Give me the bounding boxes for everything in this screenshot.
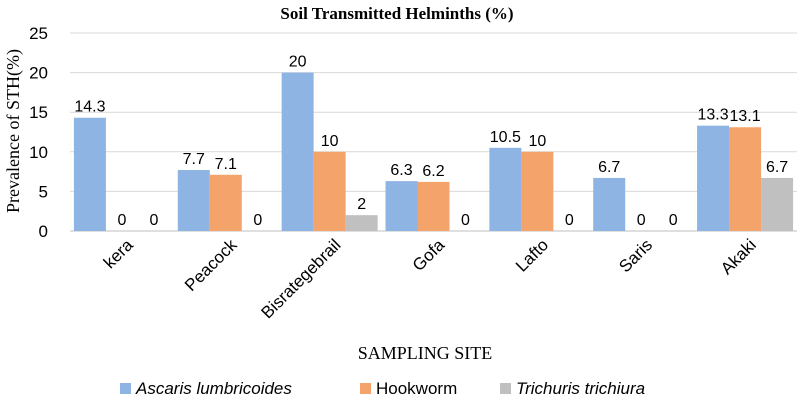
y-tick-label: 0 — [39, 222, 48, 241]
data-label: 0 — [253, 212, 262, 229]
bar — [593, 177, 626, 231]
bar — [417, 181, 450, 231]
x-tick-label: Peacock — [181, 235, 241, 295]
data-label: 6.7 — [766, 159, 788, 176]
data-label: 13.3 — [698, 107, 729, 124]
data-label: 0 — [637, 212, 646, 229]
data-label: 14.3 — [74, 99, 105, 116]
data-label: 7.7 — [183, 151, 205, 168]
legend-label: Ascaris lumbricoides — [135, 379, 292, 398]
data-label: 0 — [461, 212, 470, 229]
data-label: 0 — [669, 212, 678, 229]
x-tick-label: Lafto — [512, 235, 552, 275]
bar — [345, 215, 378, 231]
data-label: 20 — [289, 54, 307, 71]
x-tick-label: kera — [100, 235, 137, 272]
legend-swatch — [500, 383, 511, 394]
bar — [521, 151, 554, 231]
data-labels: 14.37.7206.310.56.713.307.1106.210013.10… — [74, 54, 788, 229]
y-tick-label: 15 — [29, 103, 48, 122]
data-label: 0 — [117, 212, 126, 229]
data-label: 6.3 — [390, 162, 412, 179]
y-axis-label: Prevalence of STH(%) — [3, 49, 24, 213]
data-label: 6.7 — [598, 159, 620, 176]
bar — [385, 181, 418, 231]
x-tick-label: Akaki — [717, 235, 760, 278]
legend-swatch — [360, 383, 371, 394]
x-tick-label: Saris — [615, 235, 656, 276]
data-label: 7.1 — [215, 156, 237, 173]
data-label: 10 — [528, 133, 546, 150]
x-axis-label: SAMPLING SITE — [358, 343, 493, 363]
bar — [761, 177, 794, 231]
data-label: 13.1 — [730, 108, 761, 125]
data-label: 2 — [357, 196, 366, 213]
bar — [73, 117, 106, 231]
y-tick-label: 5 — [39, 182, 48, 201]
bar — [729, 127, 762, 231]
bar — [177, 170, 210, 231]
chart-title: Soil Transmitted Helminths (%) — [280, 4, 513, 23]
x-tick-label: Bisrategebrail — [258, 235, 345, 322]
legend-label: Trichuris trichiura — [516, 379, 645, 398]
x-tick-labels: kera Peacock Bisrategebrail Gofa Lafto Saris A… — [100, 235, 760, 322]
data-label: 10.5 — [490, 129, 521, 146]
y-tick-label: 20 — [29, 64, 48, 83]
data-label: 6.2 — [422, 163, 444, 180]
bar — [281, 72, 314, 231]
x-tick-label: Gofa — [409, 235, 449, 275]
y-tick-label: 25 — [29, 24, 48, 43]
bar — [697, 125, 730, 231]
bars — [73, 72, 794, 231]
legend-label: Hookworm — [376, 379, 457, 398]
bar — [313, 151, 346, 231]
data-label: 0 — [565, 212, 574, 229]
y-tick-labels: 0 5 10 15 20 25 — [29, 24, 48, 241]
data-label: 10 — [321, 133, 339, 150]
y-tick-label: 10 — [29, 143, 48, 162]
data-label: 0 — [149, 212, 158, 229]
bar — [489, 147, 522, 231]
legend: Ascaris lumbricoides Hookworm Trichuris tr… — [120, 379, 645, 398]
bar — [209, 174, 242, 231]
legend-swatch — [120, 383, 131, 394]
